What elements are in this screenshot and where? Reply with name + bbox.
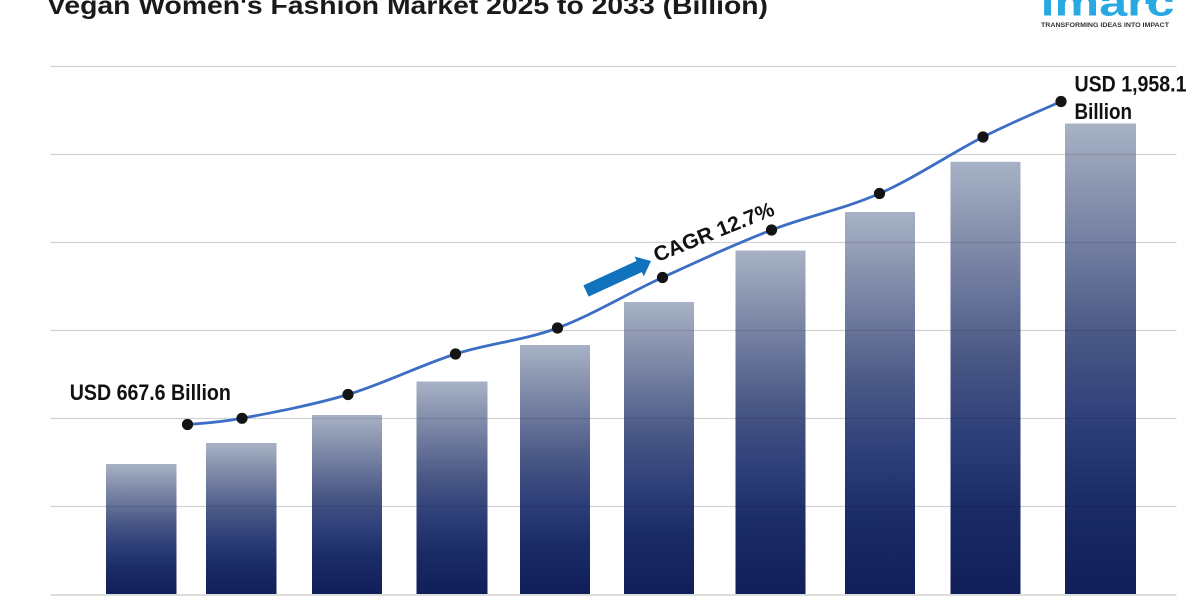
- svg-text:TRANSFORMING IDEAS INTO IMPACT: TRANSFORMING IDEAS INTO IMPACT: [1041, 22, 1169, 29]
- svg-text:USD 1,958.1: USD 1,958.1: [1075, 71, 1187, 96]
- svg-text:imarc: imarc: [1041, 0, 1175, 25]
- svg-text:USD 667.6 Billion: USD 667.6 Billion: [70, 380, 231, 405]
- svg-text:Vegan Women's Fashion Market 2: Vegan Women's Fashion Market 2025 to 203…: [47, 0, 768, 20]
- svg-text:Billion: Billion: [1075, 99, 1133, 124]
